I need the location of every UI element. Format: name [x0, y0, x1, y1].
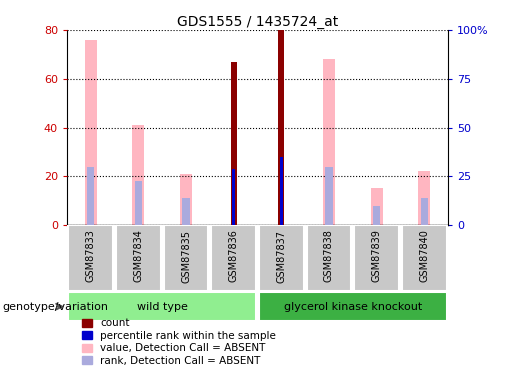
Bar [85, 40, 97, 225]
Bar [402, 225, 447, 291]
Bar [418, 171, 430, 225]
Text: GSM87838: GSM87838 [324, 230, 334, 282]
Bar [68, 292, 256, 321]
Text: GSM87839: GSM87839 [372, 230, 382, 282]
Bar [68, 225, 113, 291]
Text: GSM87835: GSM87835 [181, 230, 191, 283]
Bar [259, 225, 304, 291]
Bar [116, 225, 161, 291]
Bar [279, 30, 284, 225]
Bar [259, 292, 447, 321]
Bar [182, 198, 190, 225]
Bar [354, 225, 399, 291]
Bar [180, 174, 192, 225]
Bar [371, 188, 383, 225]
Bar [373, 206, 380, 225]
Text: GSM87833: GSM87833 [86, 230, 96, 282]
Title: GDS1555 / 1435724_at: GDS1555 / 1435724_at [177, 15, 338, 29]
Bar [280, 157, 283, 225]
Bar [421, 198, 428, 225]
Bar [164, 225, 209, 291]
Text: GSM87834: GSM87834 [133, 230, 143, 282]
Text: GSM87836: GSM87836 [229, 230, 238, 282]
Bar [231, 62, 236, 225]
Bar [325, 166, 333, 225]
Text: GSM87840: GSM87840 [419, 230, 429, 282]
Bar [306, 225, 351, 291]
Text: genotype/variation: genotype/variation [3, 302, 109, 312]
Legend: count, percentile rank within the sample, value, Detection Call = ABSENT, rank, : count, percentile rank within the sample… [82, 318, 276, 366]
Text: glycerol kinase knockout: glycerol kinase knockout [284, 302, 422, 312]
Text: wild type: wild type [137, 302, 187, 312]
Bar [323, 59, 335, 225]
Bar [211, 225, 256, 291]
Bar [135, 181, 142, 225]
Text: GSM87837: GSM87837 [277, 230, 286, 283]
Bar [232, 169, 235, 225]
Bar [132, 125, 144, 225]
Bar [87, 166, 94, 225]
